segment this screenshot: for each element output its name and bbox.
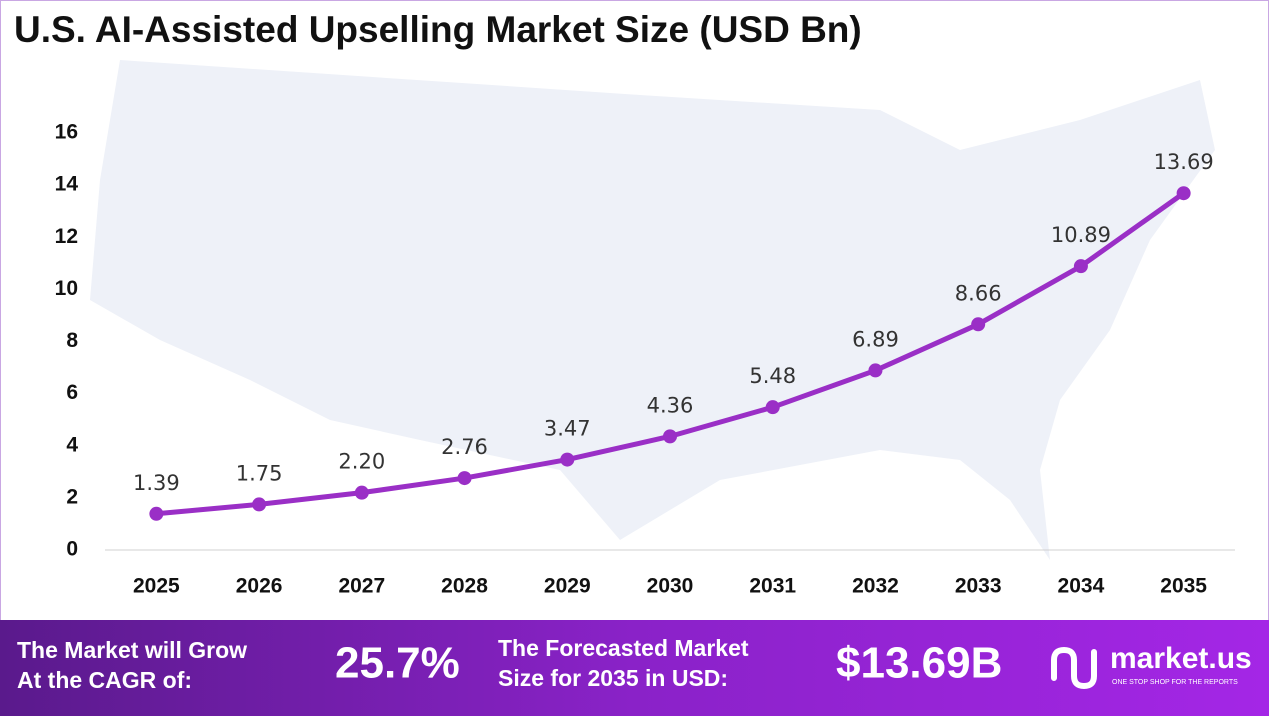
x-tick-label: 2030 [647,575,694,598]
point [765,400,780,415]
y-tick-label: 16 [55,121,78,144]
value-label: 2.76 [441,435,488,459]
value-label: 4.36 [647,393,694,417]
point [663,429,677,444]
point [971,317,986,332]
cagr-value: 25.7% [335,639,460,688]
x-tick-label: 2025 [133,575,180,598]
forecast-value: $13.69B [836,639,1002,688]
x-tick-label: 2028 [441,575,488,598]
x-tick-label: 2031 [749,575,796,598]
value-label: 6.89 [852,327,899,351]
forecast-label: The Forecasted Market [498,635,749,661]
cagr-label: At the CAGR of: [17,667,192,693]
point [457,471,472,486]
x-tick-label: 2035 [1160,575,1207,598]
point [149,506,164,521]
y-tick-label: 2 [66,485,78,508]
point [252,497,267,512]
y-tick-label: 4 [66,433,78,456]
value-label: 13.69 [1154,150,1214,174]
tagline: ONE STOP SHOP FOR THE REPORTS [1112,679,1238,686]
y-tick-label: 12 [55,225,78,248]
x-tick-label: 2033 [955,575,1002,598]
point [1073,259,1088,274]
logo-icon [1051,646,1097,690]
value-label: 10.89 [1051,223,1111,247]
y-tick-label: 14 [55,173,79,196]
x-tick-label: 2026 [236,575,283,598]
x-tick-label: 2029 [544,575,591,598]
value-label: 3.47 [544,417,591,441]
value-label: 2.20 [338,450,385,474]
point [868,363,883,378]
footer-band [0,620,1269,716]
y-tick-label: 10 [55,277,78,300]
map-background [90,60,1215,560]
x-tick-label: 2034 [1058,575,1105,598]
point [560,452,575,467]
point [354,485,369,500]
chart-title: U.S. AI-Assisted Upselling Market Size (… [14,9,862,50]
value-label: 8.66 [955,281,1002,305]
x-tick-label: 2032 [852,575,899,598]
cagr-label: The Market will Grow [17,637,247,663]
forecast-label: Size for 2035 in USD: [498,665,728,691]
value-label: 5.48 [749,364,796,388]
brand: market.us [1110,642,1252,675]
x-tick-label: 2027 [338,575,385,598]
value-label: 1.39 [133,471,180,495]
point [1176,186,1191,201]
value-label: 1.75 [236,461,283,485]
y-tick-label: 6 [66,381,78,404]
y-tick-label: 0 [66,538,78,561]
y-tick-label: 8 [66,329,78,352]
